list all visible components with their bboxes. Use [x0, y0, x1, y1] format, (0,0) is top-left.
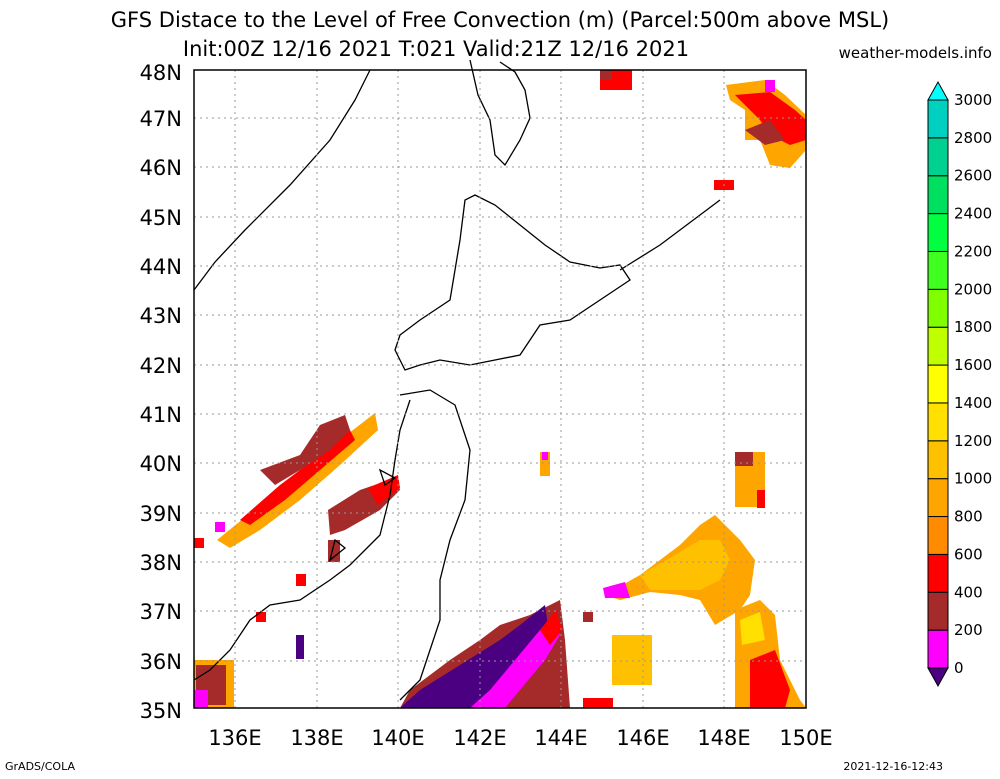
colorbar-segment — [927, 478, 949, 518]
footer-software-label: GrADS/COLA — [5, 760, 75, 773]
colorbar-label: 1400 — [954, 394, 992, 412]
colorbar-label: 2400 — [954, 205, 992, 223]
colorbar-label: 1600 — [954, 356, 992, 374]
colorbar-segment — [927, 213, 949, 252]
colorbar-label: 800 — [954, 508, 983, 526]
colorbar-label: 2000 — [954, 280, 992, 298]
source-label: weather-models.info — [838, 44, 992, 62]
footer-timestamp: 2021-12-16-12:43 — [843, 760, 943, 773]
chart-subtitle: Init:00Z 12/16 2021 T:021 Valid:21Z 12/1… — [182, 37, 690, 61]
colorbar-segment — [927, 591, 949, 631]
colorbar-segment — [927, 137, 949, 177]
lat-label: 48N — [140, 61, 182, 85]
colorbar-label: 2200 — [954, 242, 992, 260]
data-field — [194, 70, 806, 708]
colorbar-segment — [927, 402, 949, 442]
colorbar-label: 200 — [954, 621, 983, 639]
colorbar: 0 200 400 600 800 1000 1200 1400 1600 1800 2000 220… — [927, 80, 992, 688]
lat-label: 35N — [140, 699, 182, 723]
chart-title: GFS Distace to the Level of Free Convect… — [110, 8, 890, 32]
colorbar-low-arrow — [927, 667, 949, 688]
colorbar-segment — [927, 516, 949, 555]
lat-label: 38N — [140, 551, 182, 575]
lat-axis: 35N 36N 37N 38N 39N 40N 41N 42N 43N 44N … — [140, 61, 182, 723]
coastlines — [193, 59, 721, 701]
colorbar-segment — [927, 364, 949, 404]
colorbar-label: 1000 — [954, 470, 992, 488]
lon-label: 142E — [453, 726, 506, 750]
lat-label: 42N — [140, 354, 182, 378]
colorbar-label: 3000 — [954, 91, 992, 109]
lon-axis: 136E 138E 140E 142E 144E 146E 148E 150E — [208, 726, 832, 750]
lon-label: 146E — [616, 726, 669, 750]
colorbar-high-arrow — [927, 80, 949, 101]
colorbar-label: 1800 — [954, 318, 992, 336]
lon-label: 150E — [779, 726, 832, 750]
lat-label: 37N — [140, 600, 182, 624]
colorbar-segment — [927, 175, 949, 215]
lat-label: 44N — [140, 255, 182, 279]
lat-label: 45N — [140, 206, 182, 230]
colorbar-segment — [927, 326, 949, 366]
colorbar-label: 400 — [954, 583, 983, 601]
colorbar-segment — [927, 288, 949, 328]
colorbar-segment — [927, 629, 949, 669]
graticule — [194, 70, 806, 708]
lon-label: 136E — [208, 726, 261, 750]
lon-label: 148E — [697, 726, 750, 750]
lon-label: 144E — [534, 726, 587, 750]
colorbar-segment — [927, 440, 949, 480]
lat-label: 47N — [140, 107, 182, 131]
colorbar-label: 2600 — [954, 167, 992, 185]
map-frame — [193, 69, 807, 709]
lon-label: 140E — [371, 726, 424, 750]
lat-label: 43N — [140, 304, 182, 328]
lat-label: 40N — [140, 452, 182, 476]
colorbar-label: 0 — [954, 659, 964, 677]
colorbar-label: 600 — [954, 545, 983, 563]
colorbar-label: 1200 — [954, 432, 992, 450]
lat-label: 46N — [140, 156, 182, 180]
colorbar-segment — [927, 250, 949, 290]
colorbar-segment — [927, 99, 949, 139]
lat-label: 36N — [140, 650, 182, 674]
lat-label: 39N — [140, 502, 182, 526]
lat-label: 41N — [140, 403, 182, 427]
colorbar-label: 2800 — [954, 129, 992, 147]
colorbar-segment — [927, 553, 949, 593]
lon-label: 138E — [290, 726, 343, 750]
